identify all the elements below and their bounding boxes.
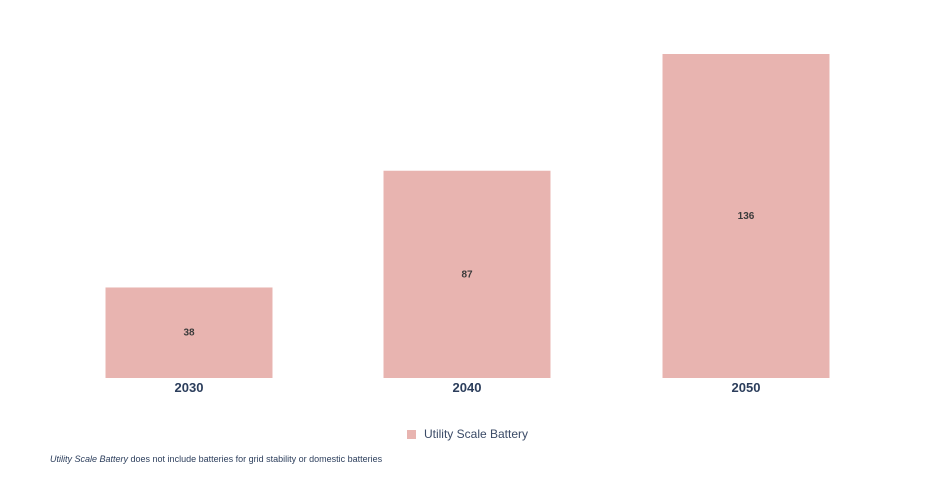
x-tick-label-2030: 2030 (175, 380, 204, 395)
data-label-2030: 38 (183, 328, 195, 339)
legend-swatch (406, 429, 416, 439)
footnote-text: does not include batteries for grid stab… (128, 454, 383, 464)
legend-label: Utility Scale Battery (423, 427, 529, 441)
footnote-emphasis: Utility Scale Battery (50, 454, 129, 464)
bar-2030 (105, 287, 273, 378)
bar-2040 (383, 170, 551, 378)
data-label-2050: 136 (738, 211, 755, 222)
x-tick-label-2040: 2040 (453, 380, 482, 395)
footnote: Utility Scale Battery does not include b… (50, 454, 382, 464)
data-label-2040: 87 (461, 269, 473, 280)
legend: Utility Scale Battery (0, 427, 935, 441)
x-tick-label-2050: 2050 (732, 380, 761, 395)
bar-chart: 38 2030 87 2040 136 2050 (105, 54, 830, 395)
bar-2050 (662, 54, 830, 378)
